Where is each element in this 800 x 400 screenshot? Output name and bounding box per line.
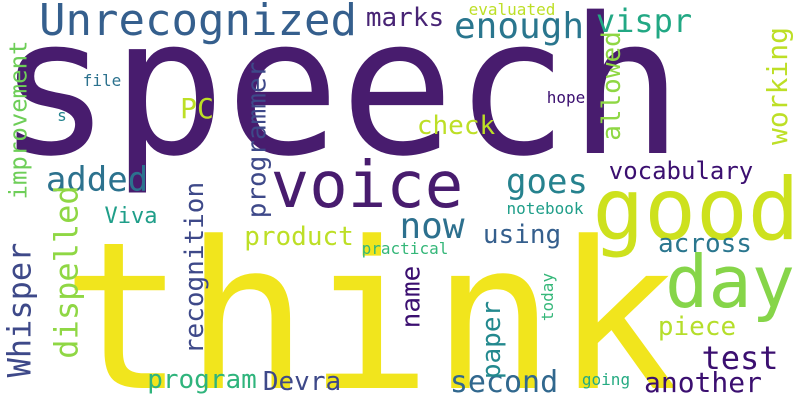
word-using: using — [482, 220, 562, 250]
word-devra: Devra — [262, 367, 342, 397]
word-across: across — [658, 229, 752, 259]
word-going: going — [581, 370, 631, 389]
word-improvement: improvement — [4, 40, 33, 200]
word-good: good — [592, 160, 800, 260]
word-file: file — [82, 71, 122, 90]
word-program: program — [147, 365, 257, 395]
word-vocabulary: vocabulary — [608, 157, 754, 185]
word-piece: piece — [657, 312, 737, 342]
word-today: today — [537, 272, 557, 322]
word-goes: goes — [506, 162, 588, 202]
word-now: now — [399, 206, 465, 247]
word-day: day — [664, 240, 796, 324]
word-voice: voice — [270, 149, 464, 223]
word-dispelled: dispelled — [48, 185, 87, 359]
word-notebook: notebook — [506, 199, 584, 218]
word-s: s — [57, 106, 67, 125]
word-recognition: recognition — [180, 181, 210, 355]
word-viva: Viva — [104, 204, 158, 229]
word-test: test — [701, 339, 779, 377]
word-allowed: allowed — [596, 31, 627, 141]
word-whisper: Whisper — [0, 242, 39, 378]
word-pc: PC — [180, 92, 214, 125]
word-check: check — [416, 111, 496, 141]
word-think: think — [61, 198, 679, 400]
word-name: name — [396, 265, 426, 329]
word-vispr: vispr — [595, 2, 693, 40]
word-working: working — [760, 26, 794, 146]
word-evaluated: evaluated — [468, 0, 556, 19]
word-paper: paper — [477, 300, 507, 380]
word-hope: hope — [546, 88, 586, 107]
word-programmer: programmer — [241, 61, 272, 219]
word-speech: speech — [0, 0, 684, 198]
word-practical: practical — [361, 239, 449, 258]
word-another: another — [643, 366, 762, 399]
word-unrecognized: Unrecognized — [39, 0, 357, 46]
word-second: second — [449, 365, 559, 400]
word-enough: enough — [453, 6, 585, 47]
word-marks: marks — [365, 3, 445, 33]
word-added: added — [45, 160, 149, 200]
word-product: product — [244, 222, 354, 252]
